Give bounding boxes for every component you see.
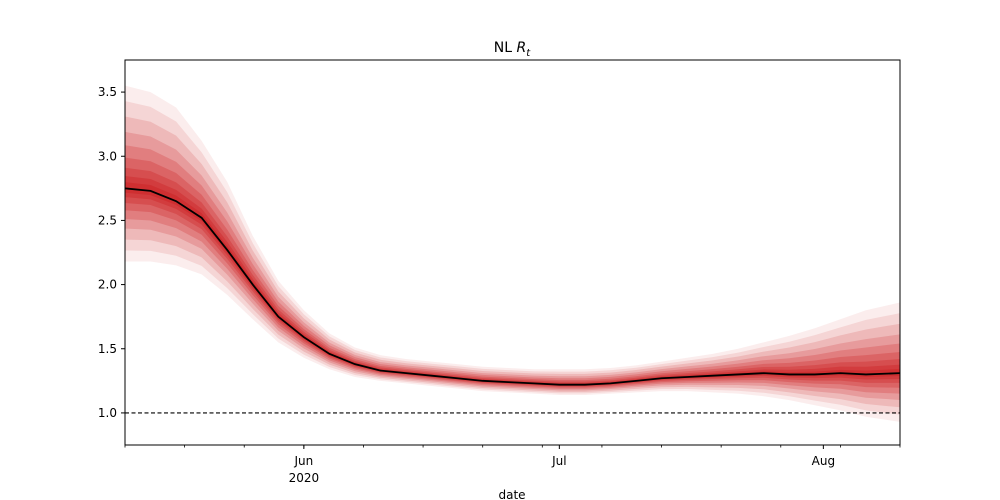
- x-axis-label: date: [498, 488, 525, 500]
- x-axis: Jun 2020 Jul Aug: [124, 445, 901, 485]
- y-tick-label: 1.0: [98, 406, 117, 420]
- title-symbol: R: [517, 40, 527, 56]
- median-rt-line: [124, 187, 901, 386]
- chart-title: NL Rt: [494, 40, 531, 59]
- credible-band: [125, 85, 900, 422]
- y-tick-label: 1.5: [98, 342, 117, 356]
- y-tick-label: 2.0: [98, 278, 117, 292]
- x-tick-label: Jul: [551, 454, 566, 468]
- credible-band: [125, 145, 900, 394]
- credible-band: [125, 116, 900, 408]
- y-axis: 1.0 1.5 2.0 2.5 3.0 3.5: [98, 85, 125, 420]
- title-subscript: t: [526, 48, 531, 59]
- credible-band: [125, 157, 900, 388]
- title-label: NL: [494, 40, 512, 56]
- x-tick-sublabel: 2020: [289, 471, 320, 485]
- plot-area-frame: [124, 59, 901, 446]
- y-tick-label: 2.5: [98, 213, 117, 227]
- x-tick-label: Aug: [812, 454, 835, 468]
- credible-band: [125, 167, 900, 387]
- y-tick-label: 3.0: [98, 149, 117, 163]
- credible-interval-fan: [125, 85, 900, 422]
- credible-band: [125, 101, 900, 415]
- y-tick-label: 3.5: [98, 85, 117, 99]
- x-tick-label: Jun: [293, 454, 313, 468]
